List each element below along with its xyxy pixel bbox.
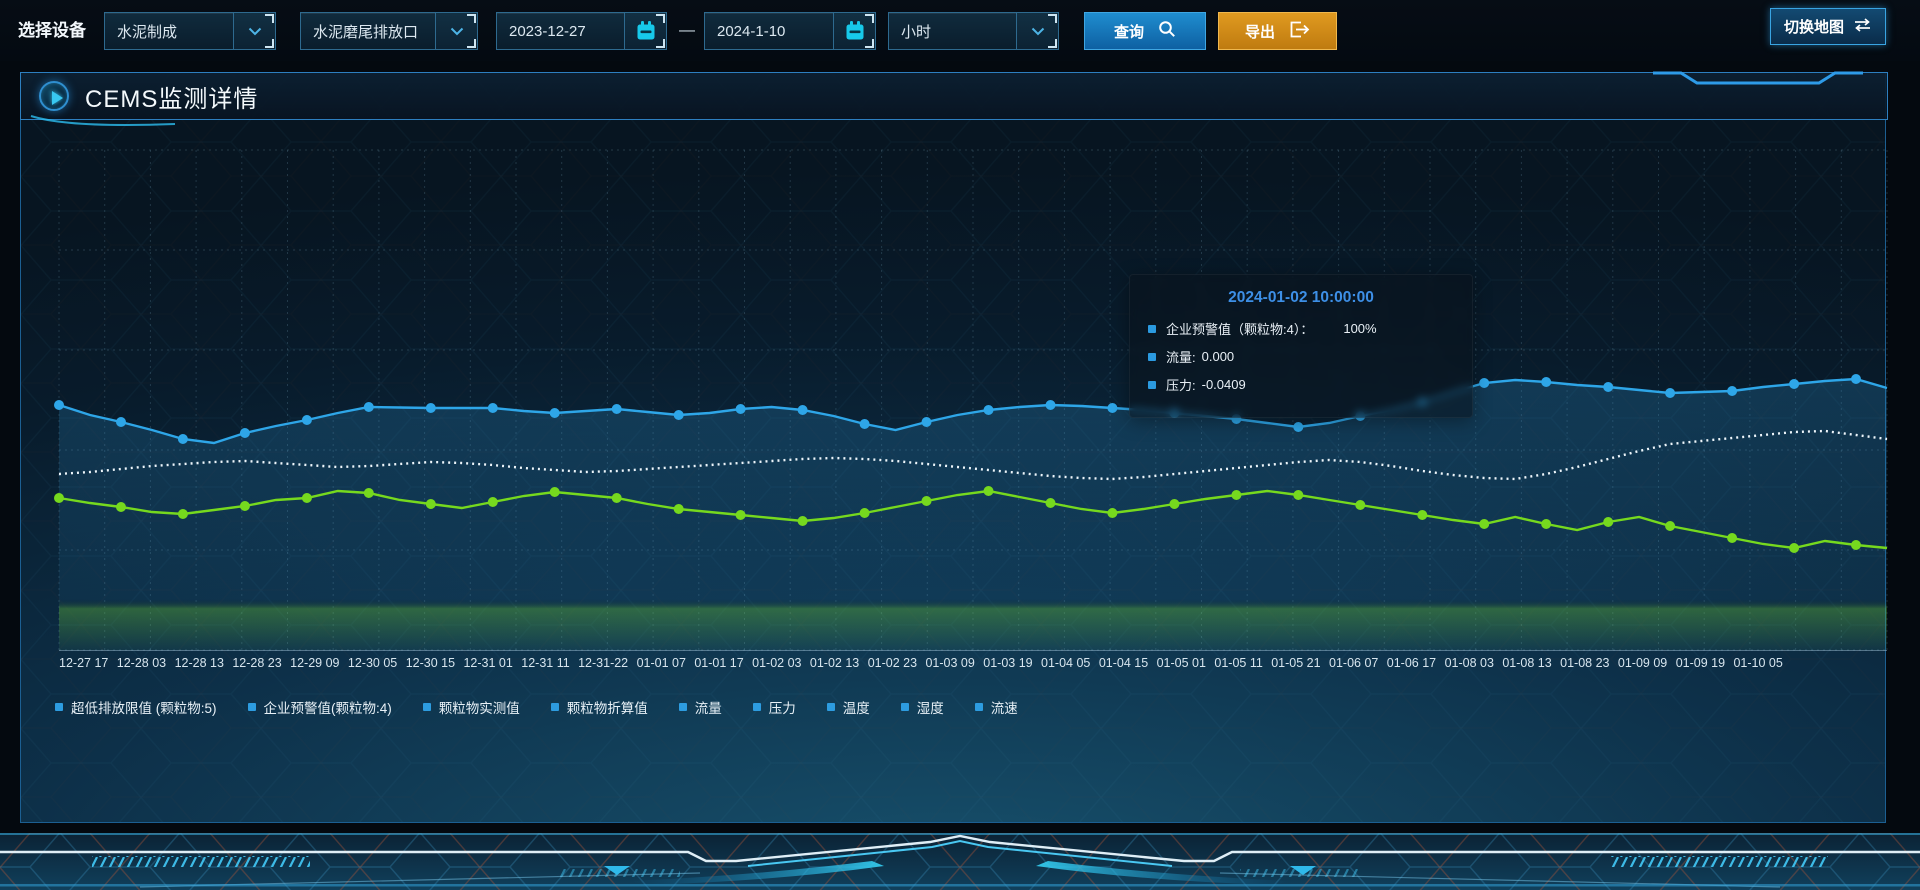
end-date-value: 2024-1-10: [717, 22, 786, 40]
x-axis-tick-label: 01-06 17: [1386, 656, 1437, 670]
legend-marker-icon: [550, 703, 559, 711]
legend-item-label: 企业预警值(颗粒物:4): [263, 701, 392, 716]
legend-item[interactable]: 颗粒物实测值: [422, 697, 520, 717]
x-axis-tick-label: 01-06 07: [1329, 656, 1379, 670]
chart-canvas: [54, 149, 1888, 651]
legend-item-label: 压力: [768, 701, 796, 716]
interval-select[interactable]: 小时: [888, 12, 1059, 50]
calendar-icon[interactable]: [624, 13, 666, 49]
legend-item-label: 颗粒物折算值: [566, 701, 648, 716]
bottom-tech-decoration: [0, 833, 1920, 890]
x-axis-tick-label: 12-28 23: [232, 656, 282, 670]
legend-marker-icon: [55, 703, 63, 711]
x-axis-labels: 12-27 17 12-28 03 12-28 13 12-28 23 12-29 09…: [59, 656, 1783, 674]
device-select-value: 水泥制成: [117, 23, 178, 41]
x-axis-tick-label: 01-05 21: [1271, 656, 1321, 670]
x-axis-tick-label: 01-08 23: [1560, 656, 1610, 670]
legend-item[interactable]: 湿度: [900, 697, 944, 717]
chevron-down-icon[interactable]: [435, 13, 477, 49]
x-axis-tick-label: 01-08 03: [1444, 656, 1494, 670]
legend-item[interactable]: 温度: [826, 697, 870, 717]
device-select[interactable]: 水泥制成: [104, 12, 276, 50]
device-select-label: 选择设备: [18, 21, 86, 40]
legend-item[interactable]: 超低排放限值 (颗粒物:5): [55, 697, 217, 717]
query-button-label: 查询: [1113, 23, 1144, 41]
x-axis-tick-label: 12-31 01: [463, 656, 513, 670]
x-axis-tick-label: 12-28 03: [116, 656, 167, 670]
legend-marker-icon: [247, 703, 256, 711]
x-axis-tick-label: 01-05 11: [1214, 656, 1263, 670]
legend-item[interactable]: 颗粒物折算值: [550, 697, 648, 717]
x-axis-tick-label: 01-01 17: [694, 656, 744, 670]
interval-select-value: 小时: [901, 23, 932, 41]
x-axis-tick-label: 01-04 15: [1098, 656, 1149, 670]
x-axis-tick-label: 01-10 05: [1733, 656, 1783, 670]
start-date-input[interactable]: 2023-12-27: [496, 12, 667, 50]
end-date-input[interactable]: 2024-1-10: [704, 12, 876, 50]
header-notch-decoration: [1653, 71, 1863, 85]
chart-legend: 超低排放限值 (颗粒物:5) 企业预警值(颗粒物:4) 颗粒物实测值 颗粒物折算值 流量…: [55, 697, 1018, 717]
x-axis-tick-label: 12-27 17: [59, 656, 109, 670]
query-button[interactable]: 查询: [1084, 12, 1206, 50]
x-axis-tick-label: 01-09 19: [1675, 656, 1726, 670]
legend-marker-icon: [678, 703, 687, 711]
legend-marker-icon: [422, 703, 431, 711]
panel-title: CEMS监测详情: [85, 85, 259, 113]
export-icon: [1289, 21, 1310, 42]
x-axis-tick-label: 01-02 23: [867, 656, 918, 670]
x-axis-tick-label: 01-01 07: [636, 656, 686, 670]
x-axis-tick-label: 12-28 13: [174, 656, 224, 670]
legend-marker-icon: [752, 703, 761, 711]
date-range-separator: —: [679, 22, 695, 39]
x-axis-tick-label: 12-31-22: [578, 656, 629, 670]
switch-map-button[interactable]: 切换地图: [1769, 8, 1886, 45]
header-swoosh-decoration: [30, 115, 176, 126]
panel-header: CEMS监测详情: [20, 71, 1888, 126]
cems-panel: CEMS监测详情 12-27 17 12-28 03 12-28 13 12-28 2…: [20, 71, 1888, 823]
legend-item[interactable]: 流量: [678, 697, 722, 717]
legend-item[interactable]: 流速: [974, 697, 1018, 717]
legend-item-label: 颗粒物实测值: [438, 701, 520, 716]
export-button[interactable]: 导出: [1218, 12, 1337, 50]
legend-marker-icon: [900, 703, 909, 711]
legend-item[interactable]: 企业预警值(颗粒物:4): [247, 697, 392, 717]
x-axis-line: [59, 650, 1887, 651]
x-axis-tick-label: 12-29 09: [290, 656, 340, 670]
legend-item-label: 湿度: [916, 701, 944, 716]
cems-trend-chart[interactable]: [54, 149, 1888, 651]
export-button-label: 导出: [1244, 23, 1275, 41]
swap-arrows-icon: [1853, 17, 1872, 36]
legend-item-label: 流量: [694, 701, 722, 716]
outlet-select[interactable]: 水泥磨尾排放口: [300, 12, 478, 50]
start-date-value: 2023-12-27: [509, 22, 586, 40]
calendar-icon[interactable]: [833, 13, 875, 49]
outlet-select-value: 水泥磨尾排放口: [313, 23, 419, 41]
x-axis-tick-label: 01-03 09: [925, 656, 975, 670]
legend-item-label: 超低排放限值 (颗粒物:5): [71, 701, 217, 716]
x-axis-tick-label: 01-05 01: [1156, 656, 1206, 670]
x-axis-tick-label: 01-09 09: [1617, 656, 1668, 670]
top-toolbar: 选择设备 水泥制成 水泥磨尾排放口 2023-12-27 — 2024-1-10: [0, 0, 1920, 61]
legend-item-label: 流速: [990, 701, 1018, 716]
legend-item-label: 温度: [842, 701, 870, 716]
x-axis-tick-label: 01-03 19: [983, 656, 1033, 670]
switch-map-label: 切换地图: [1783, 19, 1844, 36]
chevron-down-icon[interactable]: [233, 13, 275, 49]
x-axis-tick-label: 01-04 05: [1041, 656, 1091, 670]
x-axis-tick-label: 12-31 11: [521, 656, 570, 670]
play-icon[interactable]: [39, 81, 69, 111]
legend-marker-icon: [974, 703, 983, 711]
x-axis-tick-label: 12-30 05: [347, 656, 398, 670]
x-axis-tick-label: 01-08 13: [1502, 656, 1552, 670]
search-icon: [1158, 20, 1176, 42]
chevron-down-icon[interactable]: [1016, 13, 1058, 49]
legend-marker-icon: [826, 703, 835, 711]
legend-item[interactable]: 压力: [752, 697, 796, 717]
x-axis-tick-label: 01-02 13: [809, 656, 860, 670]
x-axis-tick-label: 12-30 15: [405, 656, 456, 670]
x-axis-tick-label: 01-02 03: [752, 656, 802, 670]
